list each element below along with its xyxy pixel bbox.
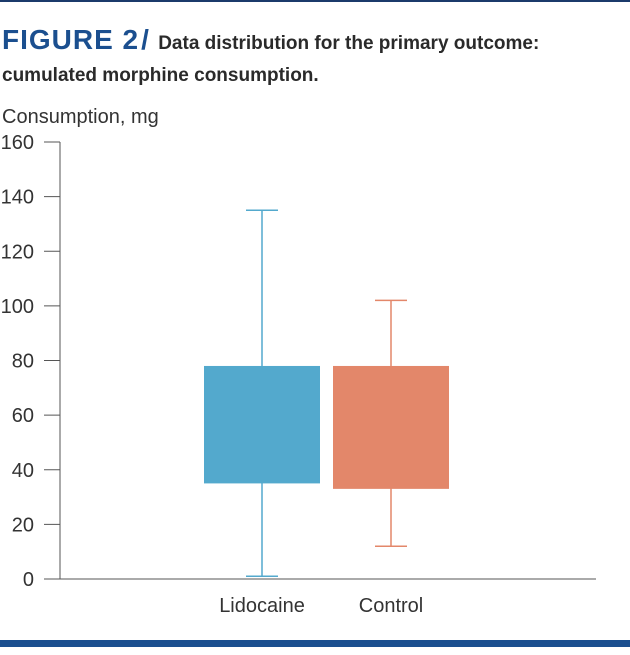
y-tick-label-40: 40 [12,460,34,482]
top-rule [0,0,630,2]
y-tick-label-20: 20 [12,514,34,536]
y-tick-label-140: 140 [1,187,34,209]
y-tick-label-160: 160 [1,132,34,154]
y-tick-label-0: 0 [23,569,34,591]
figure-title: FIGURE 2/ Data distribution for the prim… [2,24,622,92]
box-plot-chart: 0 20 40 60 80 100 120 140 160 Lidocaine Control [1,132,596,617]
figure-caption: Data distribution for the primary outcom… [2,33,540,86]
figure-slash: / [141,24,149,55]
y-tick-label-60: 60 [12,405,34,427]
control-box [333,365,449,489]
figure-label: FIGURE 2 [2,24,140,55]
y-tick-label-100: 100 [1,296,34,318]
y-tick-label-80: 80 [12,351,34,373]
lidocaine-box [204,365,320,484]
y-axis-label: Consumption, mg [2,106,159,128]
y-tick-label-120: 120 [1,241,34,263]
bottom-rule [0,640,630,647]
lidocaine-category-label: Lidocaine [219,595,305,617]
control-category-label: Control [359,595,423,617]
